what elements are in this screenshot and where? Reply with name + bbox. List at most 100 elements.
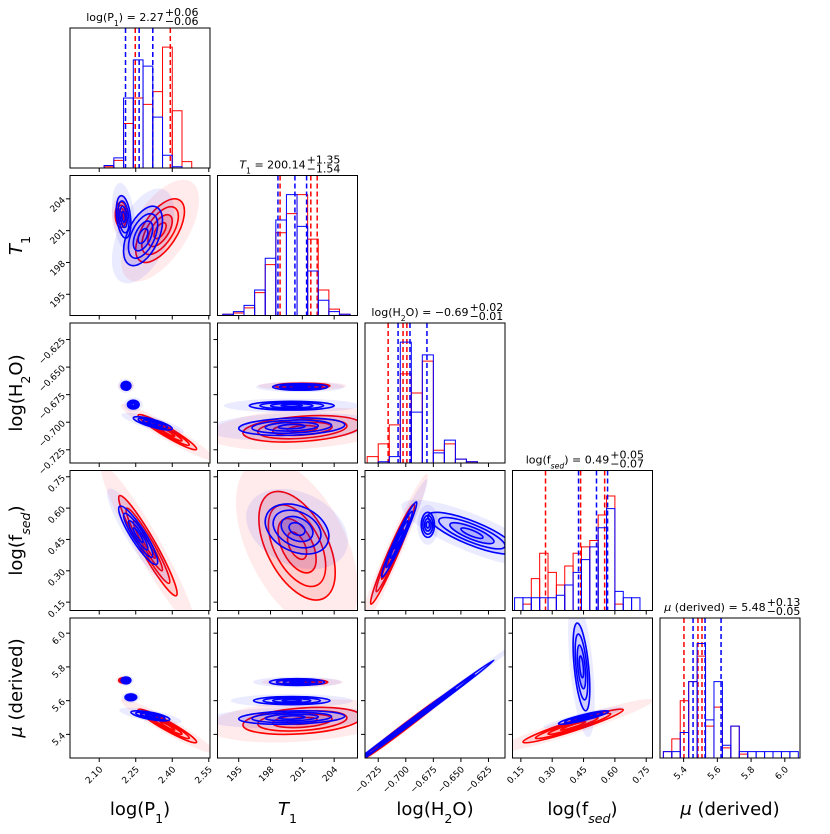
histogram-bin [780, 751, 791, 758]
y-tick-label: 0.15 [47, 599, 68, 620]
histogram-bin [171, 166, 183, 168]
histogram-panel: 5.4 5.6 5.8 6.0 [659, 617, 801, 782]
panel-content [101, 470, 195, 611]
y-tick-label: 204 [49, 195, 68, 214]
title-minus: −0.06 [165, 15, 199, 28]
panel-frame [69, 175, 211, 316]
histogram-bin [614, 590, 624, 611]
x-axis-label: T1 [278, 799, 297, 826]
histogram-bin [580, 546, 591, 611]
contour [132, 527, 144, 544]
panel-content [514, 470, 641, 611]
histogram-bin [671, 751, 681, 758]
y-axis-label: μ (derived) [6, 638, 27, 738]
histogram-bin [522, 603, 532, 611]
title-value: −0.69 [435, 306, 469, 319]
contour [427, 511, 505, 555]
contour [578, 655, 585, 679]
panel-frame [217, 470, 358, 611]
y-axis-label: T1 [6, 236, 33, 255]
contour [258, 490, 337, 601]
histogram-bin [254, 292, 266, 316]
label-part: ) [611, 799, 618, 820]
x-tick-label: −0.650 [436, 765, 467, 796]
contour [147, 420, 159, 426]
x-tick-label: 2.25 [121, 765, 142, 786]
label-part: log(f [6, 534, 27, 575]
y-tick-label: 0.60 [47, 505, 68, 526]
panel-frame [217, 175, 358, 316]
contour [393, 529, 405, 550]
x-tick-label: 5.4 [672, 765, 689, 782]
label-part: 1 [18, 236, 33, 244]
label-part: ) = [119, 11, 140, 24]
label-part: = [251, 159, 267, 172]
histogram-bin [243, 304, 256, 316]
contour [280, 403, 304, 408]
panel-frame [512, 470, 653, 611]
histogram-bin [789, 751, 799, 758]
contour [385, 510, 414, 569]
y-tick-label: −0.725 [37, 447, 68, 478]
panel-title: T1 = 200.14 [239, 159, 305, 176]
contour-panel: −0.725−0.700−0.675−0.650−0.625 [37, 322, 211, 478]
histogram-bin [671, 738, 681, 758]
contour [292, 385, 308, 389]
label-part: (derived) = [671, 601, 741, 614]
contour [121, 381, 131, 390]
point-cloud [121, 412, 184, 434]
contour [251, 419, 333, 435]
histogram-bin [171, 110, 183, 168]
contour [278, 383, 322, 391]
histogram-bin [307, 270, 319, 316]
label-part: ) [6, 505, 27, 512]
x-tick-label: 0.75 [631, 765, 652, 786]
contour [264, 421, 320, 432]
x-tick-label: 0.15 [506, 765, 527, 786]
histogram-bin [421, 360, 434, 463]
label-part: sed [588, 811, 611, 826]
y-tick-label: 5.8 [51, 664, 68, 681]
histogram-panel [512, 470, 653, 615]
histogram-bin [555, 584, 566, 611]
contour [559, 720, 587, 731]
point-cloud [512, 698, 653, 753]
y-tick-label: −0.700 [37, 419, 68, 450]
histogram-bin [755, 751, 766, 758]
histogram-bin [162, 46, 173, 168]
panel-frame [364, 322, 506, 464]
histogram-panel [217, 175, 358, 320]
label-part: sed [551, 461, 565, 470]
histogram-bin [555, 594, 566, 611]
label-part: 1 [114, 19, 119, 28]
histogram-bin [730, 725, 740, 758]
contour-panel: 195 198 201 204 [213, 617, 358, 784]
label-part: 1 [155, 811, 163, 826]
y-tick-label: 198 [49, 259, 68, 278]
contour [128, 400, 139, 409]
title-plus: +0.13 [767, 596, 801, 609]
title-minus: −0.05 [767, 605, 801, 618]
histogram-bin [514, 597, 524, 611]
label-part: log(P [86, 11, 114, 24]
histogram-bin [454, 458, 467, 463]
x-tick-label: 6.0 [774, 765, 791, 782]
histogram-bin [432, 449, 445, 463]
histogram-panel [69, 27, 211, 172]
histogram-bin [547, 571, 557, 611]
histogram-bin [705, 725, 715, 758]
contour [131, 402, 136, 407]
histogram-bin [738, 751, 749, 758]
contour [396, 702, 437, 733]
panel-title: log(fsed) = 0.49 [526, 454, 610, 471]
panel-content [365, 625, 505, 758]
y-tick-label: 0.45 [47, 536, 68, 557]
contour-panel [361, 470, 506, 615]
panel-content [118, 378, 210, 461]
point-cloud [401, 499, 505, 567]
contour [572, 622, 591, 712]
y-tick-label: 201 [49, 227, 68, 246]
label-part: O) [452, 799, 473, 820]
